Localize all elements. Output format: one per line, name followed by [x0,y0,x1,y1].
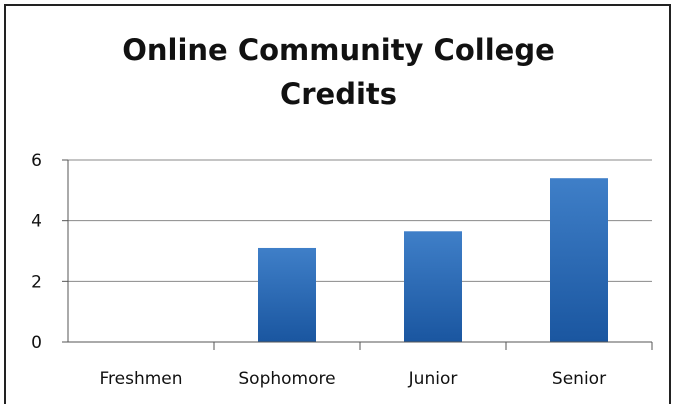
bar-sophomore [258,247,316,342]
y-tick-labels: 0 2 4 6 [31,151,42,353]
category-label: Senior [552,369,606,389]
category-label: Freshmen [99,369,182,389]
chart-title-line1: Online Community College [122,33,555,67]
chart-title: Online Community College Credits [0,28,677,116]
axes [67,160,653,350]
y-tick-label: 6 [31,151,42,171]
category-labels: Freshmen Sophomore Junior Senior [99,369,606,389]
category-label: Sophomore [238,369,335,389]
y-tick-label: 2 [31,272,42,292]
y-tick-label: 0 [31,333,42,353]
category-label: Junior [408,369,458,389]
chart-title-line2: Credits [279,77,398,111]
bar-senior [550,178,608,342]
bars [258,178,608,342]
bar-junior [404,231,462,342]
y-tick-label: 4 [31,212,42,232]
